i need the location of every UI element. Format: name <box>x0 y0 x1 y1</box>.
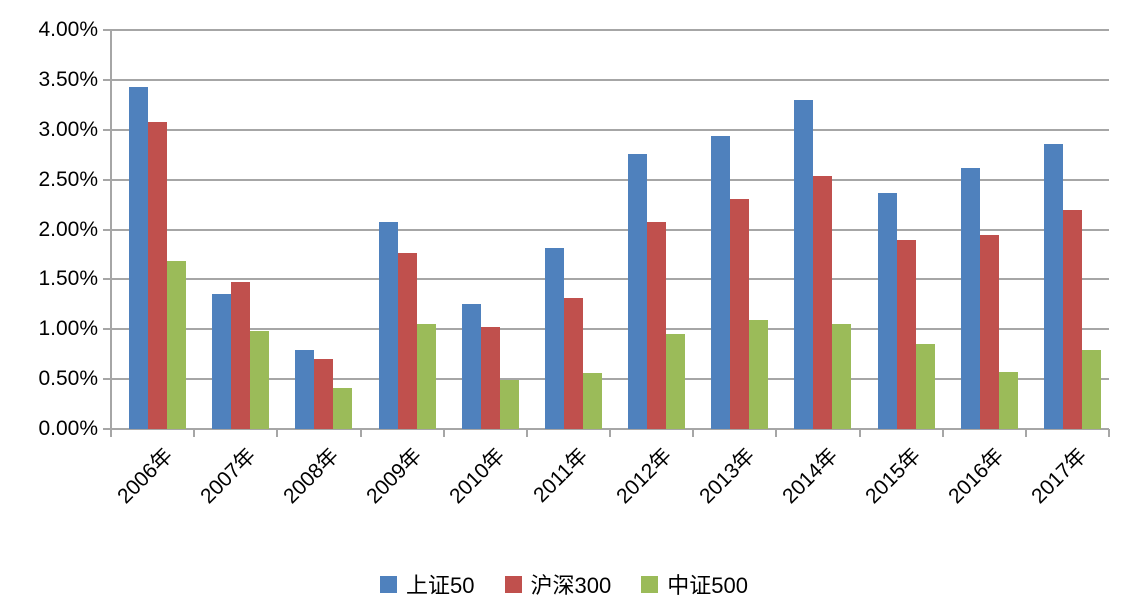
legend-swatch-icon <box>641 575 659 593</box>
bar-沪深300-2009年 <box>397 253 417 429</box>
y-axis-tick <box>103 29 111 31</box>
y-axis-tick-label: 1.00% <box>38 317 98 341</box>
bar-沪深300-2017年 <box>1062 209 1082 429</box>
y-axis-tick <box>103 78 111 81</box>
bar-中证500-2012年 <box>666 334 686 429</box>
bar-中证500-2014年 <box>832 324 852 429</box>
x-axis-tick <box>692 429 695 437</box>
y-axis-tick <box>103 428 111 430</box>
bar-中证500-2010年 <box>499 380 519 429</box>
legend-swatch-icon <box>504 575 522 593</box>
bar-中证500-2008年 <box>333 388 353 429</box>
bar-上证50-2016年 <box>960 167 980 429</box>
x-axis-tick <box>276 429 279 437</box>
bar-中证500-2015年 <box>915 344 935 429</box>
y-axis-tick <box>103 178 111 181</box>
x-axis-tick <box>1108 429 1110 437</box>
y-axis-tick-label: 3.00% <box>38 117 98 141</box>
x-axis-tick <box>941 429 944 437</box>
bar-上证50-2007年 <box>212 294 232 429</box>
x-axis-tick <box>525 429 528 437</box>
y-axis-tick-label: 3.50% <box>38 67 98 91</box>
legend-label: 沪深300 <box>530 573 612 598</box>
y-axis-tick <box>103 228 111 231</box>
bar-沪深300-2016年 <box>979 235 999 429</box>
bar-上证50-2006年 <box>129 86 149 429</box>
x-axis-tick <box>609 429 611 437</box>
y-axis-tick-label: 2.50% <box>38 167 98 191</box>
bar-中证500-2007年 <box>250 331 270 429</box>
y-axis-tick-label: 0.50% <box>38 367 98 391</box>
bar-沪深300-2013年 <box>730 198 750 429</box>
bar-沪深300-2015年 <box>896 240 916 429</box>
x-axis-tick <box>858 429 861 437</box>
bar-沪深300-2010年 <box>480 327 500 429</box>
bar-中证500-2006年 <box>167 261 187 429</box>
legend: 上证50 沪深300 中证500 <box>0 568 1128 600</box>
x-axis-tick <box>193 429 196 437</box>
bar-上证50-2009年 <box>378 221 398 429</box>
bar-中证500-2017年 <box>1081 350 1101 429</box>
bar-沪深300-2006年 <box>148 121 168 429</box>
bar-中证500-2016年 <box>998 372 1018 429</box>
y-axis-tick <box>103 278 111 281</box>
bar-沪深300-2008年 <box>314 359 334 429</box>
bar-上证50-2013年 <box>711 135 731 429</box>
y-axis-tick <box>103 128 111 131</box>
x-axis-tick <box>442 429 445 437</box>
bar-上证50-2011年 <box>544 248 564 429</box>
y-axis-tick-label: 1.50% <box>38 267 98 291</box>
legend-label: 上证50 <box>406 573 475 598</box>
gridline <box>111 278 1109 281</box>
bar-上证50-2010年 <box>461 304 481 429</box>
gridline <box>111 228 1109 231</box>
y-axis-tick-label: 2.00% <box>38 217 98 241</box>
bar-中证500-2013年 <box>749 320 769 429</box>
bar-中证500-2011年 <box>582 373 602 429</box>
gridline <box>111 78 1109 81</box>
bar-中证500-2009年 <box>416 324 436 429</box>
legend-item-沪深300: 沪深300 <box>504 568 612 600</box>
y-axis-tick-label: 4.00% <box>38 18 98 41</box>
legend-swatch-icon <box>380 575 398 593</box>
y-axis-line <box>110 30 112 437</box>
bar-上证50-2012年 <box>628 153 648 429</box>
x-axis-tick <box>1024 429 1027 437</box>
gridline <box>111 128 1109 131</box>
y-axis-tick-label: 0.00% <box>38 417 98 440</box>
y-axis-tick <box>103 378 111 381</box>
bar-沪深300-2007年 <box>231 282 251 429</box>
bar-上证50-2008年 <box>295 350 315 429</box>
bar-沪深300-2012年 <box>647 221 667 429</box>
legend-label: 中证500 <box>667 573 748 598</box>
bar-上证50-2014年 <box>794 99 814 429</box>
x-axis-tick <box>775 429 778 437</box>
bar-沪深300-2011年 <box>563 298 583 429</box>
bar-上证50-2015年 <box>877 192 897 429</box>
legend-item-中证500: 中证500 <box>641 568 748 600</box>
legend-item-上证50: 上证50 <box>380 568 475 600</box>
bar-沪深300-2014年 <box>813 175 833 429</box>
gridline <box>111 378 1109 381</box>
gridline <box>111 29 1109 31</box>
y-axis-tick <box>103 328 111 331</box>
x-axis-tick <box>359 429 362 437</box>
gridline <box>111 328 1109 331</box>
gridline <box>111 178 1109 181</box>
bar-上证50-2017年 <box>1043 143 1063 429</box>
x-axis-tick <box>110 429 112 437</box>
